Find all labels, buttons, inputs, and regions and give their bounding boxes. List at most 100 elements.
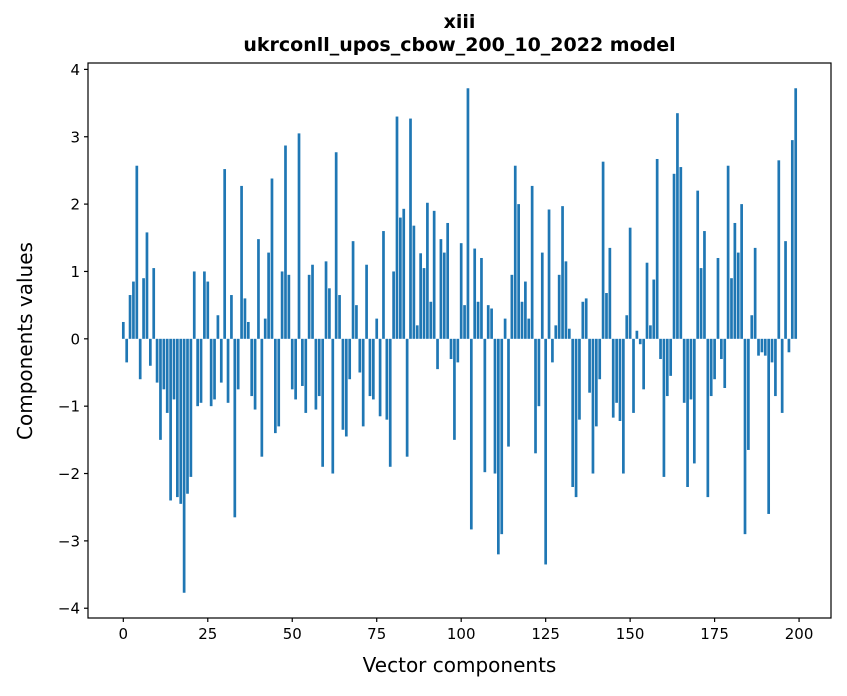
bar bbox=[132, 281, 135, 339]
bar bbox=[497, 338, 500, 555]
bar bbox=[436, 338, 439, 370]
bar bbox=[659, 338, 662, 360]
bar bbox=[662, 338, 666, 477]
bar bbox=[155, 338, 159, 383]
bar bbox=[334, 152, 338, 339]
bar bbox=[469, 338, 473, 530]
bar bbox=[399, 217, 402, 339]
bar bbox=[520, 301, 524, 339]
bar bbox=[368, 338, 372, 397]
bar bbox=[159, 338, 162, 440]
bar bbox=[459, 243, 463, 339]
bar bbox=[294, 338, 297, 400]
bar bbox=[713, 338, 716, 380]
bar bbox=[740, 204, 743, 339]
bar bbox=[365, 264, 368, 339]
bar bbox=[608, 247, 612, 339]
bar bbox=[182, 338, 186, 593]
bar bbox=[284, 145, 287, 339]
bar bbox=[513, 165, 517, 339]
bar bbox=[246, 321, 250, 339]
bar bbox=[142, 278, 145, 339]
bar bbox=[557, 274, 561, 339]
bar bbox=[138, 338, 142, 380]
bar bbox=[750, 315, 754, 339]
bar bbox=[486, 305, 490, 339]
bar bbox=[321, 338, 325, 467]
bar bbox=[260, 338, 264, 457]
bar bbox=[341, 338, 345, 430]
bar bbox=[121, 321, 125, 339]
bar bbox=[317, 338, 321, 397]
bar bbox=[290, 338, 294, 390]
bar bbox=[551, 338, 554, 363]
bar bbox=[649, 325, 652, 339]
bar bbox=[270, 178, 274, 339]
bar bbox=[483, 338, 487, 473]
bar bbox=[686, 338, 689, 487]
bar bbox=[324, 261, 328, 339]
bar bbox=[473, 248, 477, 339]
bar bbox=[743, 338, 747, 535]
bar bbox=[466, 88, 470, 339]
y-tick-label: 0 bbox=[70, 330, 80, 348]
bar bbox=[250, 338, 254, 397]
bar bbox=[152, 268, 156, 339]
y-tick-label: 2 bbox=[70, 196, 80, 214]
bar bbox=[790, 140, 794, 339]
bar bbox=[176, 338, 179, 498]
bar bbox=[385, 338, 389, 420]
bar bbox=[584, 298, 588, 339]
bar bbox=[564, 261, 568, 339]
bar bbox=[446, 222, 450, 339]
bar bbox=[777, 160, 781, 339]
bar bbox=[236, 338, 240, 390]
bar bbox=[794, 88, 798, 339]
x-tick-label: 75 bbox=[367, 625, 386, 643]
bar bbox=[503, 318, 507, 339]
bar bbox=[476, 301, 480, 339]
bar bbox=[784, 241, 787, 339]
bar bbox=[209, 338, 213, 407]
bar bbox=[128, 295, 132, 339]
bar bbox=[507, 338, 510, 447]
y-axis-label: Components values bbox=[13, 242, 37, 440]
bar bbox=[632, 338, 635, 413]
bar bbox=[537, 338, 541, 407]
y-tick-label: 3 bbox=[70, 128, 80, 146]
x-tick-label: 100 bbox=[447, 625, 476, 643]
bar bbox=[240, 185, 243, 339]
bar bbox=[307, 274, 311, 339]
bar bbox=[243, 298, 247, 339]
bar bbox=[439, 239, 443, 339]
bar bbox=[628, 227, 632, 339]
bar bbox=[780, 338, 784, 413]
bar bbox=[432, 210, 436, 339]
bar bbox=[622, 338, 625, 474]
bar bbox=[304, 338, 308, 413]
bar bbox=[642, 338, 645, 390]
x-tick-label: 125 bbox=[531, 625, 560, 643]
bar bbox=[456, 338, 460, 363]
bar bbox=[361, 338, 365, 427]
bar bbox=[571, 338, 575, 487]
bar bbox=[412, 225, 416, 339]
bar bbox=[672, 173, 676, 339]
y-tick-label: −1 bbox=[58, 398, 80, 416]
bar bbox=[493, 338, 497, 474]
bar bbox=[351, 241, 355, 339]
x-tick-label: 0 bbox=[119, 625, 129, 643]
bar bbox=[638, 338, 642, 345]
bar bbox=[544, 338, 548, 565]
bar bbox=[652, 279, 656, 339]
bar bbox=[517, 204, 520, 339]
bar bbox=[186, 338, 189, 494]
bar bbox=[689, 338, 693, 400]
bar bbox=[172, 338, 176, 400]
bar bbox=[676, 113, 679, 339]
chart-title-line2: ukrconll_upos_cbow_200_10_2022 model bbox=[243, 34, 676, 56]
bar bbox=[611, 338, 615, 418]
bar bbox=[378, 338, 382, 417]
bar bbox=[274, 338, 277, 434]
bar bbox=[419, 253, 422, 339]
